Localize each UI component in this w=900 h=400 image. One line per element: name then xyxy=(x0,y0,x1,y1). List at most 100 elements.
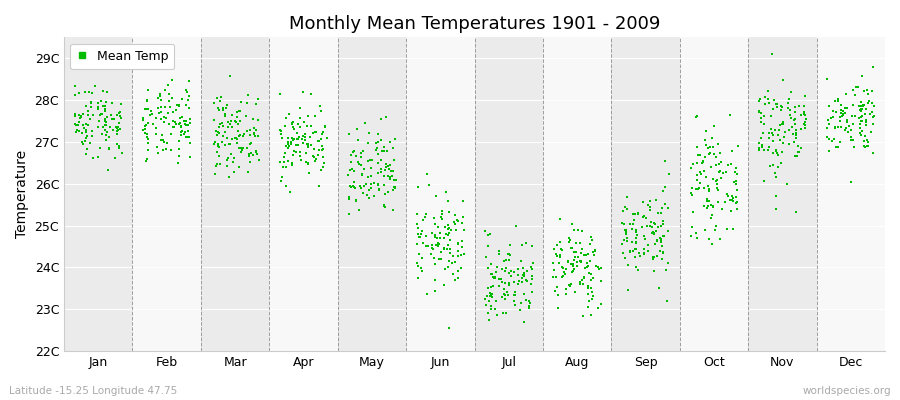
Point xyxy=(91,103,105,110)
Point xyxy=(646,230,661,237)
Point xyxy=(714,175,728,181)
Point xyxy=(517,318,531,325)
Point xyxy=(251,96,266,102)
Point xyxy=(586,252,600,258)
Point xyxy=(140,156,154,162)
Point xyxy=(656,188,670,194)
Point xyxy=(772,127,787,133)
Point xyxy=(580,259,594,266)
Point xyxy=(624,220,638,227)
Point xyxy=(139,130,153,136)
Point xyxy=(80,112,94,119)
Point xyxy=(626,211,641,218)
Point xyxy=(77,88,92,95)
Point xyxy=(101,167,115,174)
Point xyxy=(519,268,534,274)
Point xyxy=(700,205,715,211)
Point xyxy=(839,124,853,131)
Point xyxy=(227,155,241,161)
Point xyxy=(628,235,643,241)
Point xyxy=(702,151,716,158)
Point xyxy=(441,258,455,264)
Point xyxy=(651,224,665,230)
Point xyxy=(219,105,233,111)
Point xyxy=(776,120,790,127)
Point xyxy=(856,102,870,108)
Point xyxy=(774,102,788,109)
Point xyxy=(72,90,86,96)
Point xyxy=(140,158,154,164)
Point xyxy=(481,242,495,249)
Point xyxy=(209,163,223,169)
Point xyxy=(113,114,128,121)
Point xyxy=(110,112,124,118)
Point xyxy=(285,135,300,141)
Point xyxy=(433,235,447,241)
Point xyxy=(369,140,383,146)
Point xyxy=(723,112,737,118)
Point xyxy=(283,111,297,117)
Point xyxy=(758,94,772,100)
Point xyxy=(574,228,589,235)
Point xyxy=(97,116,112,123)
Point xyxy=(299,159,313,165)
Point xyxy=(693,168,707,175)
Point xyxy=(178,121,193,127)
Point xyxy=(105,116,120,122)
Point xyxy=(765,51,779,58)
Point xyxy=(98,118,112,124)
Point xyxy=(777,133,791,140)
Point xyxy=(149,124,164,131)
Point xyxy=(79,127,94,134)
Point xyxy=(434,248,448,255)
Point xyxy=(166,124,181,130)
Point xyxy=(778,129,792,135)
Point xyxy=(864,129,878,135)
Point xyxy=(276,158,291,165)
Point xyxy=(377,143,392,150)
Point xyxy=(82,89,96,96)
Point xyxy=(183,116,197,122)
Point xyxy=(364,180,379,187)
Point xyxy=(492,251,507,258)
Point xyxy=(224,112,238,118)
Point xyxy=(500,288,514,295)
Point xyxy=(620,238,634,244)
Point xyxy=(110,124,124,130)
Point xyxy=(769,192,783,199)
Point xyxy=(707,123,722,130)
Point xyxy=(102,134,116,140)
Point xyxy=(92,118,106,124)
Point xyxy=(371,182,385,189)
Point xyxy=(701,236,716,242)
Point xyxy=(724,148,739,155)
Point xyxy=(651,210,665,216)
Point xyxy=(425,230,439,236)
Point xyxy=(410,211,425,218)
Point xyxy=(75,130,89,136)
Point xyxy=(293,148,308,155)
Point xyxy=(276,154,291,160)
Point xyxy=(495,279,509,285)
Point xyxy=(526,243,540,249)
Point xyxy=(655,218,670,224)
Point xyxy=(99,131,113,138)
Point xyxy=(227,169,241,175)
Point xyxy=(177,131,192,137)
Point xyxy=(446,252,460,259)
Point xyxy=(221,141,236,148)
Point xyxy=(581,291,596,298)
Point xyxy=(594,301,608,307)
Point xyxy=(457,251,472,257)
Point xyxy=(502,257,517,264)
Text: Latitude -15.25 Longitude 47.75: Latitude -15.25 Longitude 47.75 xyxy=(9,386,177,396)
Point xyxy=(364,164,378,171)
Point xyxy=(431,243,446,250)
Point xyxy=(315,142,329,149)
Point xyxy=(706,144,721,150)
Point xyxy=(342,193,356,200)
Point xyxy=(689,113,704,120)
Point xyxy=(364,173,379,180)
Point xyxy=(107,116,122,122)
Point xyxy=(388,184,402,190)
